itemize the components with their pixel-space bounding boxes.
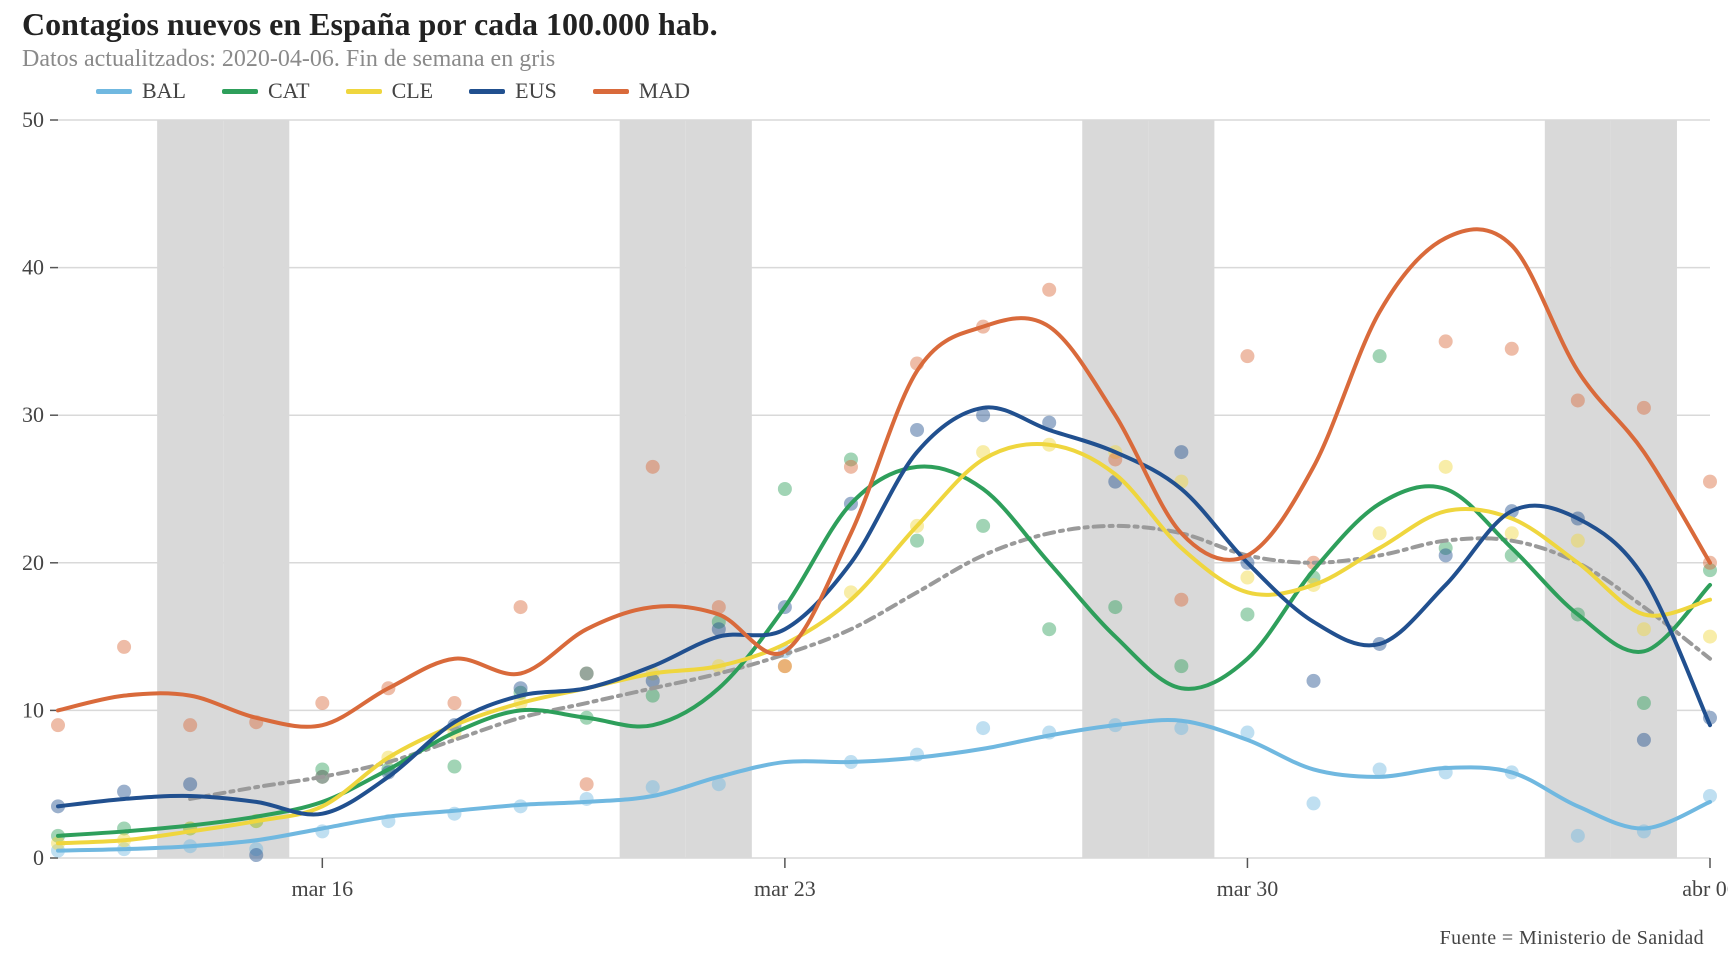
chart-caption: Fuente = Ministerio de Sanidad — [1440, 927, 1704, 950]
legend-label: CLE — [392, 78, 434, 104]
legend-swatch — [222, 89, 258, 94]
x-tick-label: mar 16 — [291, 876, 353, 901]
data-point — [1240, 571, 1254, 585]
data-point — [1307, 796, 1321, 810]
data-point — [447, 696, 461, 710]
data-point — [1571, 534, 1585, 548]
data-point — [1373, 762, 1387, 776]
data-point — [1571, 829, 1585, 843]
legend-swatch — [346, 89, 382, 94]
legend-item-mad: MAD — [593, 78, 690, 104]
data-point — [1637, 733, 1651, 747]
data-point — [1637, 622, 1651, 636]
data-point — [976, 519, 990, 533]
data-point — [1439, 334, 1453, 348]
data-point — [844, 460, 858, 474]
data-point — [1505, 526, 1519, 540]
data-point — [51, 718, 65, 732]
data-point — [514, 600, 528, 614]
legend-swatch — [469, 89, 505, 94]
data-point — [249, 848, 263, 862]
data-point — [646, 689, 660, 703]
legend: BAL CAT CLE EUS MAD — [96, 78, 690, 104]
x-tick-label: abr 06 — [1682, 876, 1728, 901]
y-tick-label: 20 — [22, 550, 44, 575]
legend-label: BAL — [142, 78, 186, 104]
chart-subtitle: Datos actualitzados: 2020-04-06. Fin de … — [22, 46, 555, 73]
data-point — [1108, 600, 1122, 614]
data-point — [1373, 526, 1387, 540]
data-point — [1240, 349, 1254, 363]
y-tick-label: 40 — [22, 255, 44, 280]
data-point — [910, 534, 924, 548]
legend-item-bal: BAL — [96, 78, 186, 104]
data-point — [646, 780, 660, 794]
y-tick-label: 30 — [22, 402, 44, 427]
line-chart: 0 10 20 30 40 50 mar 16 mar 23 mar 30 abr 06 — [0, 110, 1728, 930]
data-point — [447, 759, 461, 773]
legend-label: MAD — [639, 78, 690, 104]
data-point — [1042, 622, 1056, 636]
data-point — [1505, 342, 1519, 356]
data-point — [778, 482, 792, 496]
chart-title: Contagios nuevos en España por cada 100.… — [22, 6, 718, 43]
data-point — [1637, 401, 1651, 415]
data-point — [778, 659, 792, 673]
x-tick-label: mar 30 — [1217, 876, 1279, 901]
data-point — [1703, 630, 1717, 644]
legend-label: CAT — [268, 78, 310, 104]
data-point — [1439, 460, 1453, 474]
data-point — [117, 640, 131, 654]
data-point — [1174, 593, 1188, 607]
data-point — [646, 460, 660, 474]
y-tick-label: 50 — [22, 110, 44, 132]
legend-item-cat: CAT — [222, 78, 310, 104]
legend-item-eus: EUS — [469, 78, 557, 104]
data-point — [1373, 349, 1387, 363]
data-point — [1174, 659, 1188, 673]
data-point — [1637, 696, 1651, 710]
data-point — [1240, 607, 1254, 621]
data-point — [1439, 548, 1453, 562]
y-tick-label: 10 — [22, 697, 44, 722]
data-point — [1571, 393, 1585, 407]
data-point — [183, 777, 197, 791]
y-tick-label: 0 — [33, 845, 44, 870]
data-point — [1174, 445, 1188, 459]
data-point — [580, 777, 594, 791]
data-point — [1042, 283, 1056, 297]
data-point — [580, 667, 594, 681]
legend-swatch — [593, 89, 629, 94]
legend-item-cle: CLE — [346, 78, 434, 104]
data-point — [910, 423, 924, 437]
data-point — [976, 721, 990, 735]
data-point — [1307, 674, 1321, 688]
data-point — [117, 785, 131, 799]
data-point — [183, 718, 197, 732]
legend-swatch — [96, 89, 132, 94]
legend-label: EUS — [515, 78, 557, 104]
x-tick-label: mar 23 — [754, 876, 816, 901]
data-point — [315, 696, 329, 710]
